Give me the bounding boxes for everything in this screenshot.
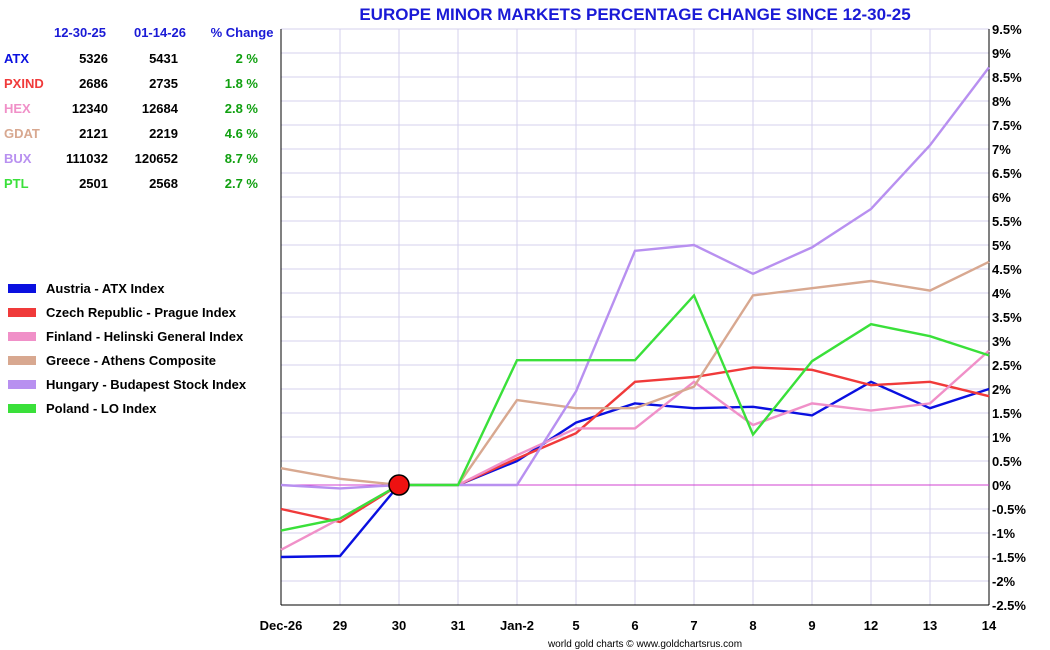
- table-percent-change: 2.7 %: [225, 176, 259, 191]
- legend-label: Poland - LO Index: [46, 401, 157, 416]
- y-tick-label: -2%: [992, 574, 1016, 589]
- table-ticker: BUX: [4, 151, 32, 166]
- x-tick-label: 13: [923, 618, 937, 633]
- table-header: % Change: [211, 25, 274, 40]
- table-end-value: 2219: [149, 126, 178, 141]
- chart-legend: Austria - ATX Index Czech Republic - Prag…: [8, 281, 247, 416]
- y-tick-label: 9.5%: [992, 22, 1022, 37]
- legend-swatch: [8, 332, 36, 341]
- table-percent-change: 2.8 %: [225, 101, 259, 116]
- legend-label: Austria - ATX Index: [46, 281, 165, 296]
- chart-grid: [281, 29, 989, 605]
- table-percent-change: 1.8 %: [225, 76, 259, 91]
- chart-title: EUROPE MINOR MARKETS PERCENTAGE CHANGE S…: [359, 5, 910, 24]
- y-tick-label: -2.5%: [992, 598, 1026, 613]
- axis-ticks: 9.5% 9% 8.5% 8% 7.5% 7% 6.5% 6% 5.5% 5% 4.5% 4% 3.5%…: [260, 22, 1027, 633]
- y-tick-label: -1%: [992, 526, 1016, 541]
- x-tick-label: 29: [333, 618, 347, 633]
- table-ticker: PXIND: [4, 76, 44, 91]
- y-tick-label: 7%: [992, 142, 1011, 157]
- legend-swatch: [8, 356, 36, 365]
- x-tick-label: 12: [864, 618, 878, 633]
- y-tick-label: 0.5%: [992, 454, 1022, 469]
- table-ticker: HEX: [4, 101, 31, 116]
- table-end-value: 12684: [142, 101, 179, 116]
- legend-swatch: [8, 404, 36, 413]
- table-start-value: 12340: [72, 101, 108, 116]
- table-end-value: 2568: [149, 176, 178, 191]
- table-ticker: ATX: [4, 51, 29, 66]
- x-tick-label: 8: [749, 618, 756, 633]
- chart-credit: world gold charts © www.goldchartsrus.co…: [547, 639, 742, 650]
- y-tick-label: 3.5%: [992, 310, 1022, 325]
- y-tick-label: 8.5%: [992, 70, 1022, 85]
- table-start-value: 2686: [79, 76, 108, 91]
- table-ticker: GDAT: [4, 126, 40, 141]
- table-start-value: 111032: [66, 151, 108, 166]
- x-tick-label: 5: [572, 618, 579, 633]
- legend-swatch: [8, 308, 36, 317]
- y-tick-label: 5%: [992, 238, 1011, 253]
- table-end-value: 5431: [149, 51, 178, 66]
- table-end-value: 2735: [149, 76, 178, 91]
- table-start-value: 2121: [79, 126, 108, 141]
- y-tick-label: 0%: [992, 478, 1011, 493]
- summary-table: 12-30-25 01-14-26 % Change ATX 5326 5431 2 % PX…: [4, 25, 273, 191]
- legend-label: Czech Republic - Prague Index: [46, 305, 237, 320]
- y-tick-label: 1.5%: [992, 406, 1022, 421]
- legend-label: Finland - Helinski General Index: [46, 329, 244, 344]
- table-end-value: 120652: [135, 151, 178, 166]
- y-tick-label: 5.5%: [992, 214, 1022, 229]
- x-tick-label: Dec-26: [260, 618, 303, 633]
- x-tick-label: 6: [631, 618, 638, 633]
- x-tick-label: 9: [808, 618, 815, 633]
- x-tick-label: 14: [982, 618, 997, 633]
- y-tick-label: 2%: [992, 382, 1011, 397]
- legend-label: Hungary - Budapest Stock Index: [46, 377, 247, 392]
- table-header: 01-14-26: [134, 25, 186, 40]
- y-tick-label: 4.5%: [992, 262, 1022, 277]
- legend-swatch: [8, 380, 36, 389]
- line-chart: EUROPE MINOR MARKETS PERCENTAGE CHANGE S…: [0, 0, 1050, 650]
- y-tick-label: -0.5%: [992, 502, 1026, 517]
- legend-label: Greece - Athens Composite: [46, 353, 216, 368]
- y-tick-label: 8%: [992, 94, 1011, 109]
- y-tick-label: 9%: [992, 46, 1011, 61]
- table-start-value: 5326: [79, 51, 108, 66]
- y-tick-label: 7.5%: [992, 118, 1022, 133]
- table-header: 12-30-25: [54, 25, 106, 40]
- table-ticker: PTL: [4, 176, 29, 191]
- table-start-value: 2501: [79, 176, 108, 191]
- table-percent-change: 8.7 %: [225, 151, 259, 166]
- y-tick-label: 1%: [992, 430, 1011, 445]
- x-tick-label: 7: [690, 618, 697, 633]
- x-tick-label: 30: [392, 618, 406, 633]
- y-tick-label: -1.5%: [992, 550, 1026, 565]
- table-percent-change: 2 %: [236, 51, 259, 66]
- x-tick-label: Jan-2: [500, 618, 534, 633]
- x-tick-label: 31: [451, 618, 465, 633]
- baseline-marker: [389, 475, 409, 495]
- y-tick-label: 3%: [992, 334, 1011, 349]
- y-tick-label: 6%: [992, 190, 1011, 205]
- y-tick-label: 6.5%: [992, 166, 1022, 181]
- table-percent-change: 4.6 %: [225, 126, 259, 141]
- y-tick-label: 4%: [992, 286, 1011, 301]
- y-tick-label: 2.5%: [992, 358, 1022, 373]
- legend-swatch: [8, 284, 36, 293]
